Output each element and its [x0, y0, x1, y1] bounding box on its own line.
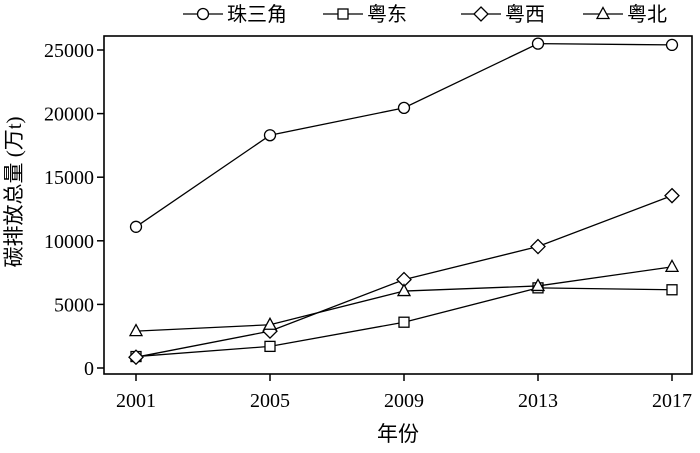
data-point	[664, 187, 680, 204]
legend-label: 粤东	[367, 3, 407, 26]
data-point	[398, 316, 410, 328]
legend-item: 珠三角	[183, 3, 287, 26]
data-point	[128, 349, 144, 366]
plot-frame	[103, 35, 693, 375]
legend-item: 粤北	[583, 3, 667, 26]
series-line	[135, 42, 673, 228]
legend-item: 粤东	[323, 3, 407, 26]
x-tick-label: 2017	[652, 390, 692, 412]
legend: 珠三角 粤东 粤西 粤北	[183, 3, 667, 26]
legend-marker	[595, 6, 611, 20]
x-tick-label: 2013	[518, 390, 558, 412]
legend-marker	[337, 8, 349, 20]
data-point	[665, 38, 679, 52]
x-axis-title: 年份	[377, 422, 419, 446]
data-point	[530, 278, 546, 292]
y-tick-label: 5000	[54, 294, 94, 316]
x-tick-label: 2005	[250, 390, 290, 412]
data-point	[531, 37, 545, 50]
series-layer	[128, 37, 680, 366]
axes-layer: 0 5000 10000 15000 20000 25000 2001 2005 2009 201…	[44, 40, 692, 412]
y-axis-title: 碳排放总量 (万t)	[2, 116, 26, 267]
legend-marker	[196, 7, 210, 21]
x-tick-label: 2001	[116, 390, 156, 412]
legend-item: 粤西	[461, 3, 545, 26]
series-3	[128, 187, 680, 366]
legend-label: 粤西	[505, 3, 545, 26]
legend-label: 珠三角	[227, 3, 287, 26]
y-tick-label: 15000	[44, 167, 94, 189]
data-point	[264, 340, 276, 353]
y-tick-label: 10000	[44, 231, 94, 253]
data-point	[666, 284, 678, 296]
legend-marker	[473, 6, 489, 22]
data-point	[530, 238, 546, 255]
y-tick-label: 25000	[44, 40, 94, 62]
data-point	[664, 259, 680, 273]
series-4	[128, 259, 680, 337]
series-1	[129, 37, 679, 233]
data-point	[263, 129, 277, 142]
data-point	[262, 316, 278, 330]
legend-label: 粤北	[627, 3, 667, 26]
data-point	[397, 101, 411, 115]
y-tick-label: 20000	[44, 104, 94, 126]
x-tick-label: 2009	[384, 390, 424, 412]
data-point	[128, 323, 144, 337]
data-point	[396, 283, 412, 297]
data-point	[129, 220, 143, 233]
y-tick-label: 0	[84, 358, 94, 380]
